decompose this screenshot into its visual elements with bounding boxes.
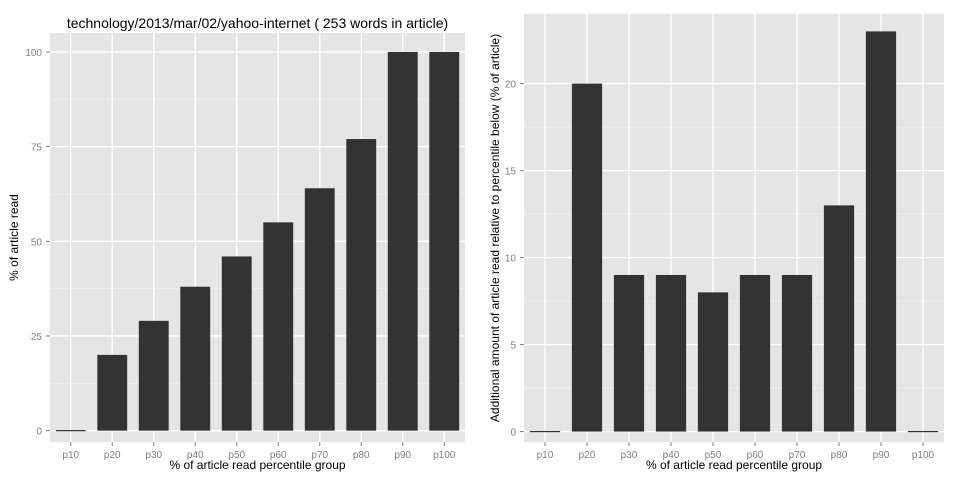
bar-p100	[907, 430, 939, 433]
bars	[529, 31, 939, 433]
bar-p80	[346, 139, 377, 431]
x-tick-label: p60	[747, 450, 764, 461]
left-chart: technology/2013/mar/02/yahoo-internet ( …	[7, 15, 465, 472]
bar-p70	[781, 274, 813, 432]
bar-p60	[263, 222, 294, 431]
bar-p50	[697, 292, 729, 432]
x-tick-label: p20	[579, 450, 596, 461]
y-tick-label: 10	[505, 254, 517, 265]
bar-p10	[55, 430, 86, 432]
chart-title: technology/2013/mar/02/yahoo-internet ( …	[67, 15, 448, 31]
x-tick-label: p30	[621, 450, 638, 461]
x-tick-label: p90	[394, 450, 411, 461]
x-tick-label: p30	[145, 450, 162, 461]
x-tick-label: p90	[873, 450, 890, 461]
bar-p30	[613, 274, 645, 432]
bar-p60	[739, 274, 771, 432]
x-tick-label: p80	[831, 450, 848, 461]
bar-p40	[180, 286, 211, 431]
bar-p10	[529, 430, 561, 433]
x-tick-label: p70	[311, 450, 328, 461]
bar-p90	[865, 31, 897, 432]
x-tick-label: p20	[104, 450, 121, 461]
right-chart: % of article read percentile group Addit…	[488, 14, 944, 472]
x-tick-label: p40	[187, 450, 204, 461]
x-tick-label: p50	[705, 450, 722, 461]
bar-p100	[429, 51, 460, 431]
bar-p80	[823, 205, 855, 432]
y-tick-label: 20	[505, 80, 517, 91]
x-tick-label: p10	[537, 450, 554, 461]
bar-p20	[97, 354, 128, 431]
y-tick-label: 0	[510, 428, 516, 439]
y-tick-label: 75	[31, 143, 43, 154]
bar-p30	[138, 320, 169, 431]
y-tick-label: 100	[25, 48, 42, 59]
y-axis-label: % of article read	[7, 194, 21, 281]
x-tick-label: p50	[228, 450, 245, 461]
x-tick-label: p10	[62, 450, 79, 461]
x-axis-label: % of article read percentile group	[646, 458, 822, 472]
y-tick-label: 15	[505, 167, 517, 178]
x-tick-label: p100	[433, 450, 456, 461]
bar-p70	[304, 188, 335, 431]
x-tick-label: p70	[789, 450, 806, 461]
bar-p90	[387, 51, 418, 431]
bar-p50	[221, 256, 252, 431]
x-tick-label: p100	[912, 450, 935, 461]
x-tick-label: p60	[270, 450, 287, 461]
y-tick-label: 50	[31, 237, 43, 248]
x-tick-label: p80	[353, 450, 370, 461]
y-tick-label: 5	[510, 341, 516, 352]
bars	[55, 51, 460, 432]
bar-p40	[655, 274, 687, 432]
bar-p20	[571, 83, 603, 432]
y-axis-label: Additional amount of article read relati…	[488, 34, 502, 422]
y-tick-label: 25	[31, 332, 43, 343]
x-axis-label: % of article read percentile group	[169, 458, 345, 472]
x-tick-label: p40	[663, 450, 680, 461]
y-tick-label: 0	[36, 427, 42, 438]
